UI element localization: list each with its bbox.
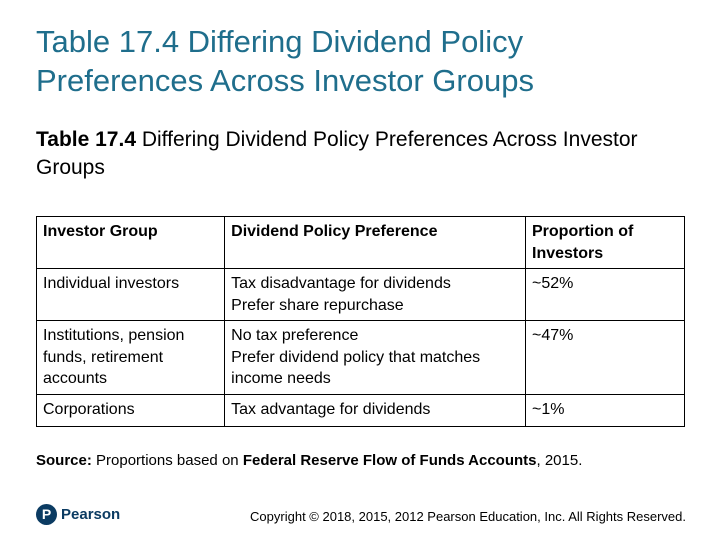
investor-preferences-table: Investor Group Dividend Policy Preferenc… bbox=[35, 216, 685, 427]
cell-investor-group: Institutions, pension funds, retirement … bbox=[35, 320, 226, 395]
table-caption-label: Table 17.4 bbox=[36, 128, 136, 151]
preference-line: Prefer dividend policy that matches inco… bbox=[231, 348, 481, 388]
cell-dividend-preference: No tax preference Prefer dividend policy… bbox=[224, 320, 526, 395]
cell-proportion: ~47% bbox=[525, 320, 685, 395]
source-label: Source: bbox=[36, 452, 92, 469]
cell-dividend-preference: Tax advantage for dividends bbox=[224, 393, 526, 427]
cell-proportion: ~1% bbox=[525, 393, 685, 427]
header-dividend-policy-preference: Dividend Policy Preference bbox=[224, 216, 526, 269]
source-year: , 2015. bbox=[536, 452, 583, 469]
cell-dividend-preference: Tax disadvantage for dividends Prefer sh… bbox=[224, 268, 526, 321]
copyright-notice: Copyright © 2018, 2015, 2012 Pearson Edu… bbox=[250, 509, 686, 524]
table-caption-text: Differing Dividend Policy Preferences Ac… bbox=[36, 128, 638, 179]
table-row: Individual investors Tax disadvantage fo… bbox=[35, 268, 685, 321]
cell-investor-group: Corporations bbox=[35, 393, 226, 427]
table-header-row: Investor Group Dividend Policy Preferenc… bbox=[35, 216, 685, 269]
pearson-logo: P Pearson bbox=[36, 502, 120, 526]
source-note: Source: Proportions based on Federal Res… bbox=[36, 452, 686, 469]
table-row: Corporations Tax advantage for dividends… bbox=[35, 393, 685, 427]
cell-investor-group: Individual investors bbox=[35, 268, 226, 321]
cell-proportion: ~52% bbox=[525, 268, 685, 321]
pearson-logo-text: Pearson bbox=[61, 505, 121, 523]
header-proportion-of-investors: Proportion of Investors bbox=[525, 216, 685, 269]
source-name: Federal Reserve Flow of Funds Accounts bbox=[242, 452, 537, 469]
preference-line: Tax disadvantage for dividends bbox=[231, 275, 451, 292]
pearson-logo-icon: P bbox=[36, 503, 57, 525]
table-row: Institutions, pension funds, retirement … bbox=[35, 320, 685, 395]
preference-line: Prefer share repurchase bbox=[231, 296, 404, 314]
preference-line: Tax advantage for dividends bbox=[231, 400, 431, 418]
source-text: Proportions based on bbox=[96, 452, 239, 469]
header-investor-group: Investor Group bbox=[35, 216, 226, 269]
slide-title: Table 17.4 Differing Dividend Policy Pre… bbox=[36, 24, 534, 98]
table-caption: Table 17.4 Differing Dividend Policy Pre… bbox=[36, 126, 676, 182]
preference-line: No tax preference bbox=[231, 327, 359, 344]
